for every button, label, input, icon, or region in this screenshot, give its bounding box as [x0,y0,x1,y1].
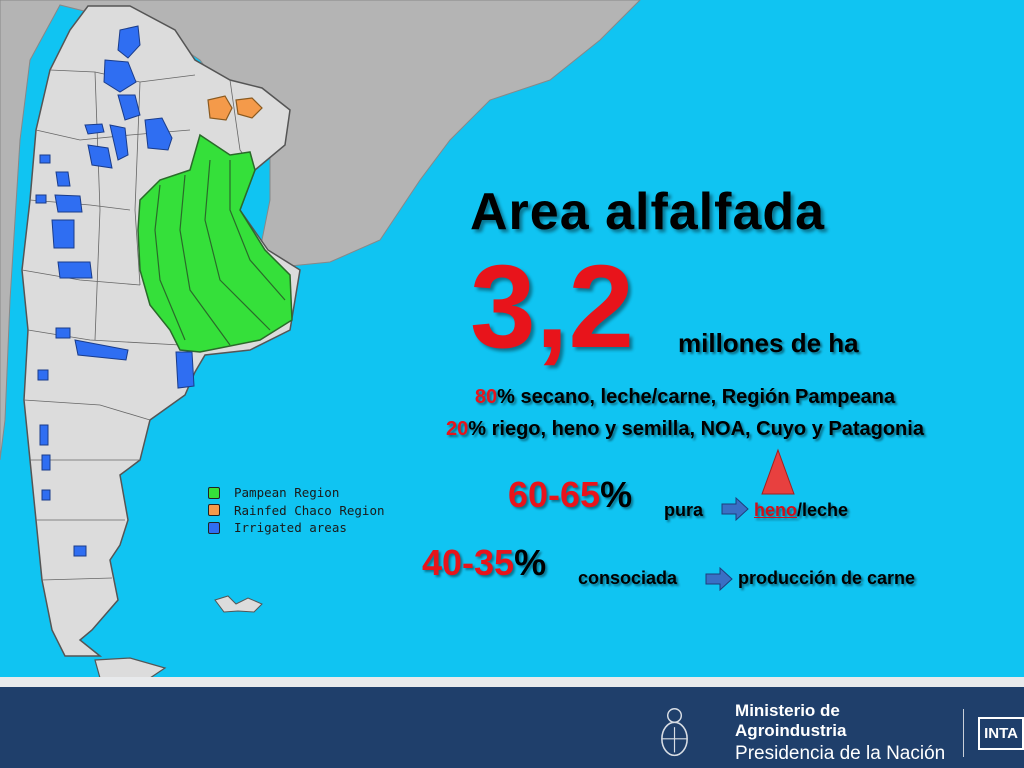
province-borders [21,69,256,581]
footer-branding: Ministerio de Agroindustria Presidencia … [658,701,1024,765]
area-unit: millones de ha [678,328,859,358]
arrow-right-icon [721,496,749,522]
map-legend: Pampean Region Rainfed Chaco Region Irri… [208,484,385,537]
tierra-del-fuego [94,657,167,679]
legend-item-chaco: Rainfed Chaco Region [208,502,385,520]
legend-swatch-pampean [208,486,220,499]
line-riego-pct: 20 [446,418,469,440]
malvinas-islands [214,595,263,613]
pura-label: pura [664,500,704,520]
legend-label-irrigated: Irrigated areas [234,520,347,536]
pampean-isohyets [154,159,286,346]
legend-label-chaco: Rainfed Chaco Region [234,502,385,518]
legend-label-pampean: Pampean Region [234,485,340,501]
inta-logo: INTA [978,716,1024,750]
rainfed-chaco-areas [207,95,263,121]
presidency-name: Presidencia de la Nación [735,743,946,764]
consociada-range: 40-35 [422,542,515,583]
pura-percentage: 60-65% [508,474,632,516]
pura-pct-sign: % [600,474,633,515]
pampean-region [137,133,293,353]
line-riego-text: % riego, heno y semilla, NOA, Cuyo y Pat… [468,418,924,440]
legend-item-irrigated: Irrigated areas [208,519,385,537]
ministry-text: Ministerio de Agroindustria Presidencia … [735,701,949,765]
line-secano: 80% secano, leche/carne, Región Pampeana [360,386,1010,409]
pura-range: 60-65 [508,474,601,515]
consociada-percentage: 40-35% [422,542,546,584]
irrigated-areas [35,25,195,557]
heno-word: heno [754,500,797,520]
leche-word: /leche [797,500,849,520]
footer-bar: Ministerio de Agroindustria Presidencia … [0,677,1024,768]
legend-swatch-irrigated [208,521,220,534]
line-secano-text: % secano, leche/carne, Región Pampeana [497,386,896,408]
legend-item-pampean: Pampean Region [208,484,385,502]
argentina-map [0,0,641,679]
consociada-label: consociada [578,568,678,588]
area-value: 3,2 [470,241,635,373]
neighbor-countries [0,0,641,461]
legend-swatch-chaco [208,504,220,517]
produccion-carne-label: producción de carne [738,568,916,588]
arrow-right-icon-2 [705,566,733,592]
increase-triangle-icon [761,448,795,495]
footer-divider [963,709,965,757]
national-coat-of-arms-icon [661,707,688,757]
line-riego: 20% riego, heno y semilla, NOA, Cuyo y P… [360,418,1010,441]
slide-title: Area alfalfada [470,183,826,241]
heno-leche-label: heno/leche [754,500,848,521]
consociada-pct-sign: % [514,542,547,583]
line-secano-pct: 80 [474,386,498,408]
ministry-name: Ministerio de Agroindustria [735,701,847,740]
